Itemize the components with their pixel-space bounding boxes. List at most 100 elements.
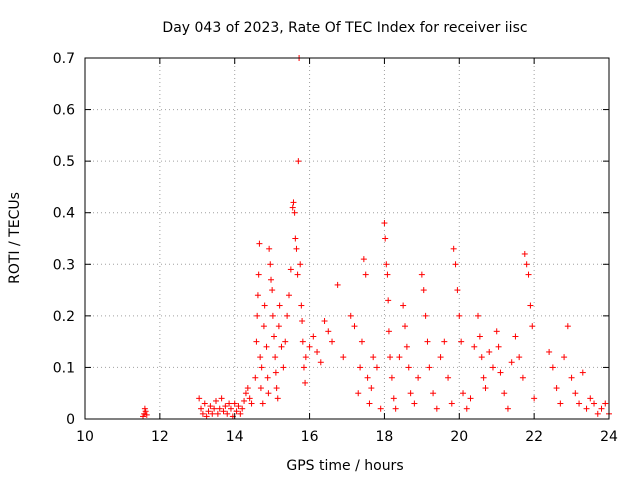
data-point bbox=[480, 374, 487, 381]
data-point bbox=[272, 354, 279, 361]
data-point bbox=[235, 403, 242, 410]
x-tick-label: 14 bbox=[226, 429, 244, 445]
x-tick-label: 16 bbox=[301, 429, 319, 445]
x-tick-label: 22 bbox=[525, 429, 543, 445]
data-point bbox=[299, 338, 306, 345]
data-point bbox=[263, 343, 270, 350]
data-point bbox=[246, 395, 253, 402]
data-point bbox=[516, 354, 523, 361]
data-point bbox=[364, 374, 371, 381]
data-point bbox=[441, 338, 448, 345]
data-point bbox=[289, 204, 296, 211]
data-point bbox=[437, 354, 444, 361]
plot-frame bbox=[84, 57, 610, 420]
data-point bbox=[278, 343, 285, 350]
data-point bbox=[329, 338, 336, 345]
grid-layer bbox=[85, 58, 609, 419]
data-point bbox=[448, 400, 455, 407]
data-point bbox=[521, 250, 528, 257]
data-point bbox=[241, 397, 248, 404]
data-point bbox=[576, 400, 583, 407]
data-point bbox=[198, 405, 205, 412]
data-point bbox=[368, 385, 375, 392]
y-tick-label: 0.5 bbox=[53, 154, 75, 170]
data-point bbox=[387, 354, 394, 361]
data-point bbox=[402, 323, 409, 330]
data-point bbox=[269, 312, 276, 319]
data-point bbox=[207, 403, 214, 410]
data-point bbox=[501, 390, 508, 397]
data-point bbox=[347, 312, 354, 319]
data-point bbox=[340, 354, 347, 361]
data-point bbox=[255, 271, 262, 278]
data-point bbox=[482, 385, 489, 392]
data-point bbox=[273, 385, 280, 392]
tick-layer bbox=[84, 57, 610, 420]
data-point bbox=[287, 266, 294, 273]
y-tick-label: 0.6 bbox=[53, 103, 75, 119]
data-point bbox=[302, 379, 309, 386]
y-axis-label: ROTI / TECUs bbox=[7, 192, 23, 284]
data-point bbox=[458, 338, 465, 345]
data-point bbox=[282, 338, 289, 345]
data-point bbox=[579, 369, 586, 376]
data-point bbox=[237, 410, 244, 417]
data-point bbox=[583, 405, 590, 412]
data-point bbox=[549, 364, 556, 371]
data-point bbox=[266, 245, 273, 252]
data-point bbox=[475, 312, 481, 319]
data-point bbox=[407, 390, 414, 397]
data-point bbox=[222, 403, 229, 410]
data-point bbox=[568, 374, 575, 381]
data-point bbox=[314, 348, 321, 355]
data-point bbox=[293, 245, 300, 252]
data-point bbox=[360, 256, 367, 263]
data-point bbox=[253, 338, 260, 345]
y-tick-label: 0 bbox=[66, 412, 75, 428]
data-point bbox=[317, 359, 324, 366]
data-point bbox=[310, 333, 317, 340]
data-point bbox=[529, 323, 536, 330]
data-point bbox=[299, 318, 306, 325]
data-point bbox=[385, 297, 392, 304]
tick-label-layer: 10 12 14 16 18 20 22 24 0 0.1 0.2 0.3 0.4 0.5 0.6 0.7 bbox=[53, 51, 618, 445]
data-point bbox=[294, 271, 301, 278]
data-point bbox=[218, 395, 225, 402]
data-point bbox=[141, 410, 148, 417]
data-point bbox=[454, 287, 461, 294]
data-point bbox=[366, 400, 373, 407]
data-point bbox=[254, 292, 261, 299]
data-point bbox=[489, 364, 496, 371]
data-point bbox=[261, 302, 268, 309]
data-point bbox=[214, 410, 221, 417]
data-point bbox=[456, 312, 463, 319]
data-point bbox=[572, 390, 579, 397]
data-point bbox=[297, 261, 304, 268]
data-point bbox=[381, 220, 388, 227]
data-point bbox=[216, 405, 223, 412]
data-point bbox=[495, 343, 502, 350]
x-axis-label: GPS time / hours bbox=[286, 458, 403, 474]
data-point bbox=[231, 400, 238, 407]
data-point bbox=[476, 333, 483, 340]
data-point bbox=[527, 302, 534, 309]
data-point bbox=[382, 235, 389, 242]
data-point bbox=[355, 390, 362, 397]
data-point bbox=[525, 271, 532, 278]
data-point bbox=[220, 408, 227, 415]
data-point bbox=[362, 271, 369, 278]
data-point bbox=[257, 385, 264, 392]
data-point bbox=[300, 364, 307, 371]
data-point bbox=[383, 261, 390, 268]
data-point bbox=[430, 390, 437, 397]
data-point bbox=[508, 359, 515, 366]
data-point bbox=[143, 411, 150, 418]
data-point bbox=[211, 405, 218, 412]
data-point bbox=[561, 354, 568, 361]
data-point bbox=[244, 385, 251, 392]
y-tick-label: 0.2 bbox=[53, 309, 75, 325]
data-point bbox=[523, 261, 530, 268]
data-point bbox=[256, 240, 263, 247]
data-point bbox=[546, 348, 553, 355]
